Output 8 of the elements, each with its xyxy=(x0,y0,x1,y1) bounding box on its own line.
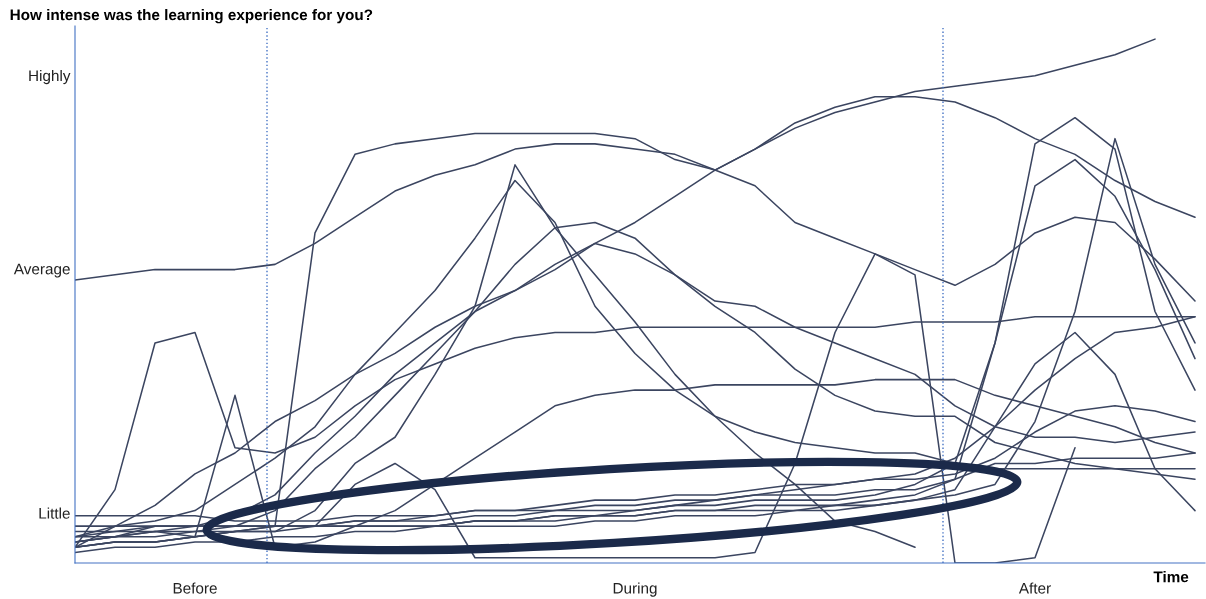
x-tick-label: After xyxy=(1018,582,1051,594)
text: Highly xyxy=(29,69,71,85)
chart-title: How intense was the learning experience for you? xyxy=(10,8,373,24)
text: Average xyxy=(13,263,70,278)
x-axis-title: Time xyxy=(1153,571,1189,583)
x-tick-label: Before xyxy=(173,582,217,594)
x-tick-label: During xyxy=(613,582,657,597)
text: Little xyxy=(39,507,70,519)
